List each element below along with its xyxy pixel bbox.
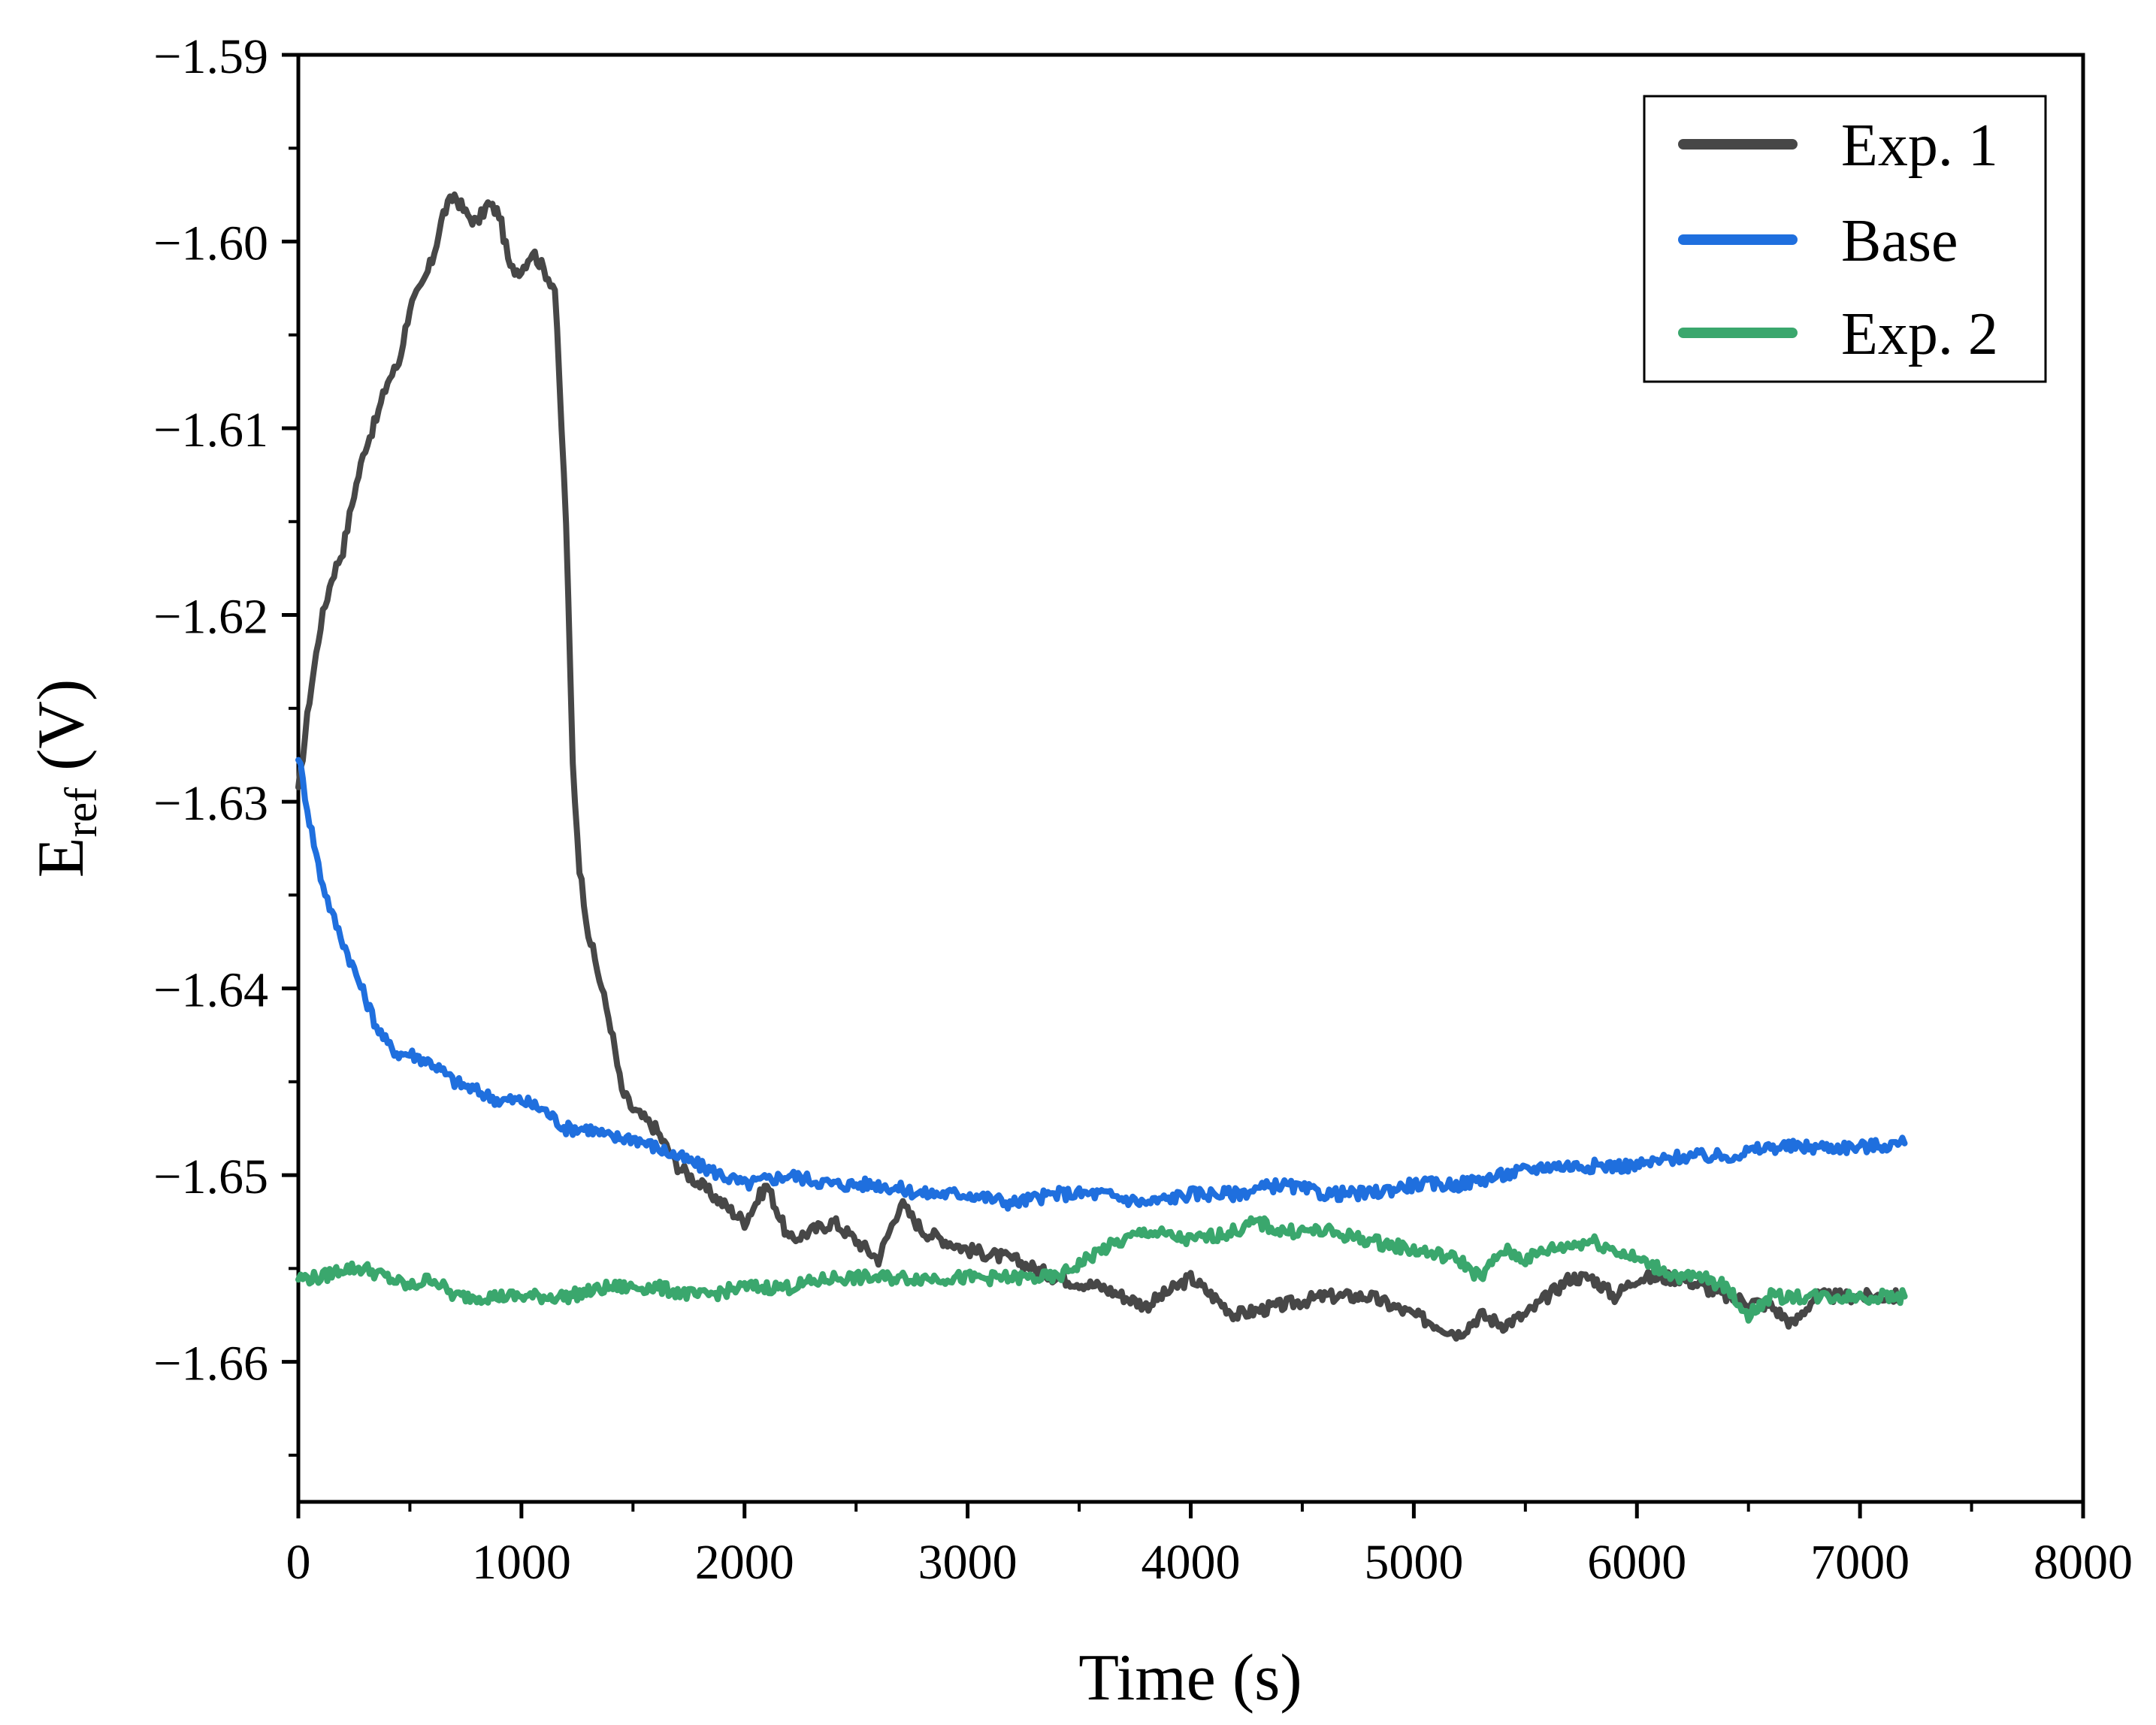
y-tick-label: −1.64 xyxy=(153,963,268,1018)
y-tick-label: −1.60 xyxy=(153,216,268,271)
legend-label-base: Base xyxy=(1841,208,1958,274)
legend-label-exp2: Exp. 2 xyxy=(1841,301,1998,367)
x-tick-label: 4000 xyxy=(1142,1535,1241,1590)
series-line-exp-1 xyxy=(295,191,1908,1342)
x-tick-label: 0 xyxy=(286,1535,311,1590)
x-tick-label: 7000 xyxy=(1810,1535,1910,1590)
y-axis-title-unit: (V) xyxy=(25,679,98,787)
y-tick-label: −1.66 xyxy=(153,1337,268,1391)
y-tick-label: −1.59 xyxy=(153,29,268,84)
x-axis-title: Time (s) xyxy=(1078,1642,1302,1714)
y-tick-label: −1.63 xyxy=(153,776,268,831)
y-tick-label: −1.65 xyxy=(153,1149,268,1204)
series-line-exp-2 xyxy=(295,1215,1908,1324)
x-tick-label: 8000 xyxy=(2034,1535,2133,1590)
x-tick-label: 1000 xyxy=(472,1535,571,1590)
legend: Exp. 1 Base Exp. 2 xyxy=(1643,95,2047,383)
x-tick-label: 5000 xyxy=(1364,1535,1463,1590)
y-axis-ticks: −1.59 −1.60 −1.61 −1.62 −1.63 −1.64 −1.65 −1.66 xyxy=(153,29,298,1457)
series-line-base xyxy=(295,757,1908,1212)
series-lines xyxy=(295,191,1908,1342)
legend-label-exp1: Exp. 1 xyxy=(1841,113,1998,179)
y-tick-label: −1.62 xyxy=(153,590,268,645)
y-axis-title-subscript: ref xyxy=(56,787,106,838)
y-axis-title-main: E xyxy=(25,838,98,878)
x-tick-label: 3000 xyxy=(918,1535,1018,1590)
x-tick-label: 6000 xyxy=(1587,1535,1686,1590)
y-axis-title: Eref (V) xyxy=(25,679,106,878)
x-axis-ticks: 0 1000 2000 3000 4000 5000 6000 7000 8000 xyxy=(286,1502,2133,1590)
x-tick-label: 2000 xyxy=(695,1535,794,1590)
y-tick-label: −1.61 xyxy=(153,403,268,458)
